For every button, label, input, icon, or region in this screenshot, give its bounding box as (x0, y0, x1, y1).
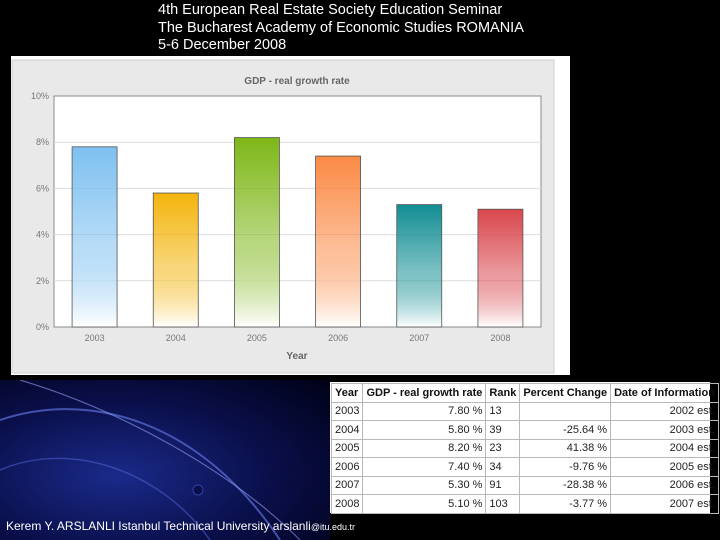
x-tick-label: 2007 (409, 333, 429, 343)
chart-title: GDP - real growth rate (244, 76, 350, 87)
cell-year: 2003 (330, 401, 364, 421)
cell-year: 2006 (330, 457, 364, 477)
y-tick-label: 6% (36, 183, 49, 193)
bar-2008 (477, 208, 524, 328)
chart-panel: GDP - real growth rate 0% 2% 4% 6% 8% 10% 200… (11, 56, 570, 375)
table-row: 2008 5.10 % 103 -3.77 % 2007 est. (330, 494, 719, 514)
cell-date: 2005 est. (610, 457, 719, 477)
y-tick-label: 0% (36, 322, 49, 332)
table-row: 2003 7.80 % 13 2002 est. (330, 401, 719, 421)
header-line-1: 4th European Real Estate Society Educati… (158, 2, 503, 18)
y-tick-label: 10% (31, 91, 49, 101)
background-decoration (0, 380, 330, 540)
table-row: 2005 8.20 % 23 41.38 % 2004 est. (330, 438, 719, 458)
cell-gdp: 7.40 % (362, 457, 487, 477)
cell-year: 2007 (330, 475, 364, 495)
cell-date: 2006 est. (610, 475, 719, 495)
cell-percent-change: 41.38 % (519, 438, 612, 458)
bar-2005 (234, 137, 280, 328)
cell-percent-change (519, 401, 612, 421)
cell-gdp: 5.10 % (362, 494, 487, 514)
x-tick-label: 2004 (166, 333, 186, 343)
col-header-year: Year (330, 383, 364, 403)
table-row: 2006 7.40 % 34 -9.76 % 2005 est. (330, 457, 719, 477)
footer-text: Kerem Y. ARSLANLI Istanbul Technical Uni… (6, 519, 311, 533)
y-tick-label: 4% (36, 230, 49, 240)
cell-gdp: 7.80 % (362, 401, 487, 421)
cell-rank: 103 (485, 494, 521, 514)
cell-percent-change: -28.38 % (519, 475, 612, 495)
bar-2003 (71, 146, 118, 328)
footer-email-suffix: @itu.edu.tr (310, 522, 355, 532)
cell-gdp: 5.80 % (362, 420, 487, 440)
cell-rank: 91 (485, 475, 521, 495)
table-row: 2007 5.30 % 91 -28.38 % 2006 est. (330, 475, 719, 495)
x-tick-label: 2005 (247, 333, 267, 343)
col-header-date: Date of Information (610, 383, 719, 403)
cell-year: 2005 (330, 438, 364, 458)
data-table-panel: Year GDP - real growth rate Rank Percent… (330, 382, 719, 514)
bar-2007 (396, 204, 443, 328)
cell-gdp: 5.30 % (362, 475, 487, 495)
cell-percent-change: -3.77 % (519, 494, 612, 514)
cell-percent-change: -9.76 % (519, 457, 612, 477)
x-tick-label: 2003 (85, 333, 105, 343)
col-header-rank: Rank (485, 383, 521, 403)
cell-year: 2004 (330, 420, 364, 440)
x-tick-label: 2006 (328, 333, 348, 343)
gdp-data-table: Year GDP - real growth rate Rank Percent… (330, 383, 719, 514)
cell-rank: 13 (485, 401, 521, 421)
cell-rank: 34 (485, 457, 521, 477)
table-row: 2004 5.80 % 39 -25.64 % 2003 est. (330, 420, 719, 440)
slide-header: 4th European Real Estate Society Educati… (158, 2, 524, 55)
cell-year: 2008 (330, 494, 364, 514)
cell-gdp: 8.20 % (362, 438, 487, 458)
header-line-2: The Bucharest Academy of Economic Studie… (158, 19, 524, 36)
cell-percent-change: -25.64 % (519, 420, 612, 440)
gdp-bar-chart: GDP - real growth rate 0% 2% 4% 6% 8% 10% 200… (11, 59, 555, 374)
cell-date: 2003 est. (610, 420, 719, 440)
x-axis-label: Year (286, 351, 307, 362)
bar-2006 (315, 155, 361, 328)
slide-footer: Kerem Y. ARSLANLI Istanbul Technical Uni… (6, 519, 355, 533)
bar-2004 (152, 192, 199, 328)
cell-rank: 23 (485, 438, 521, 458)
col-header-percent-change: Percent Change (519, 383, 612, 403)
x-tick-label: 2008 (490, 333, 510, 343)
cell-date: 2007 est. (610, 494, 719, 514)
col-header-gdp: GDP - real growth rate (362, 383, 487, 403)
cell-date: 2004 est. (610, 438, 719, 458)
cell-date: 2002 est. (610, 401, 719, 421)
y-tick-label: 2% (36, 276, 49, 286)
header-line-3: 5-6 December 2008 (158, 37, 287, 53)
cell-rank: 39 (485, 420, 521, 440)
y-tick-label: 8% (36, 137, 49, 147)
table-header-row: Year GDP - real growth rate Rank Percent… (330, 383, 719, 403)
